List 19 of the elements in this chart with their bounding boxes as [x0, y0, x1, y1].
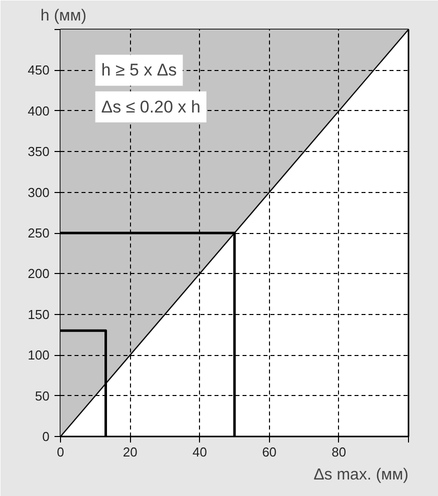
- x-axis-title: Δs max. (мм): [314, 466, 408, 484]
- y-tick-label: 250: [28, 226, 50, 240]
- x-tick-label: 80: [332, 444, 346, 460]
- x-tick-label: 0: [56, 444, 64, 460]
- y-tick-label: 200: [28, 266, 50, 282]
- y-tick-label: 450: [28, 62, 50, 78]
- y-tick-label: 400: [28, 103, 50, 118]
- y-tick-label: 150: [28, 306, 50, 322]
- x-tick-label: 20: [122, 444, 138, 460]
- annotation: Δs ≤ 0.20 x h: [101, 97, 200, 116]
- annotation: h ≥ 5 x Δs: [101, 60, 177, 80]
- y-tick-label: 300: [28, 184, 50, 200]
- y-tick-label: 0: [42, 429, 50, 444]
- x-tick-label: 60: [262, 444, 277, 460]
- y-tick-label: 50: [35, 388, 50, 404]
- x-tick-label: 40: [192, 444, 207, 460]
- y-axis-title: h (мм): [40, 8, 86, 24]
- y-tick-label: 350: [28, 144, 50, 160]
- y-tick-label: 100: [28, 348, 50, 363]
